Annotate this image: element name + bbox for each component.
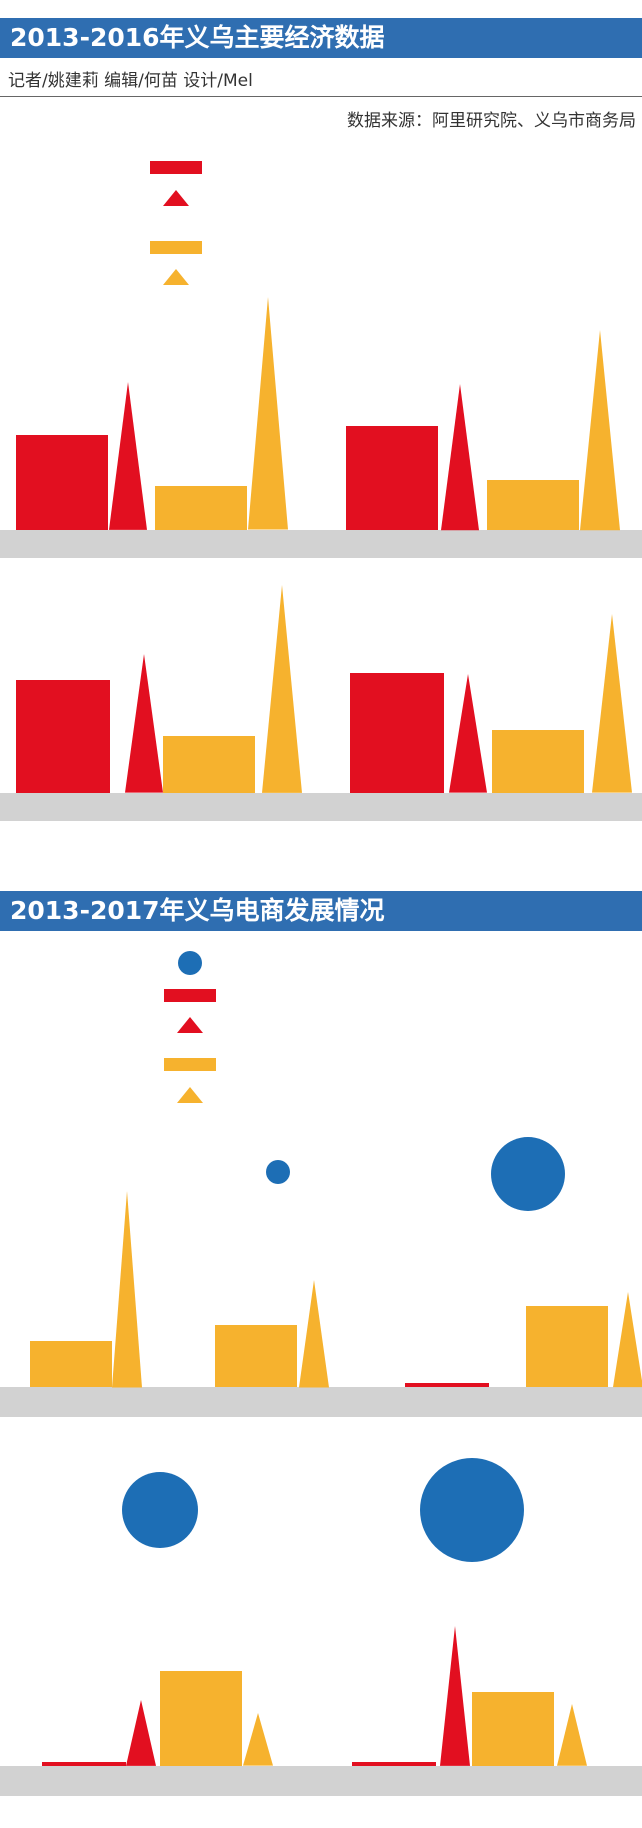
bubble-taobao-villages-2017	[420, 1458, 524, 1562]
triangle-double11-growth-2016	[126, 1700, 156, 1766]
bar-retail-2015	[163, 736, 255, 793]
bar-ecommerce-2014	[215, 1325, 297, 1387]
legend-rect-icon	[164, 989, 216, 1002]
legend-triangle-icon-shape	[163, 190, 189, 206]
axis-band	[0, 1766, 642, 1796]
triangle-ecommerce-growth-2013	[112, 1190, 142, 1387]
bar-ecommerce-2013	[30, 1341, 112, 1387]
triangle-ecommerce-growth-2016-shape	[243, 1713, 273, 1766]
bar-retail-2014	[487, 479, 579, 530]
bubble-taobao-villages-2016	[122, 1472, 198, 1548]
triangle-gdp-growth-2013-shape	[109, 382, 147, 530]
bar-ecommerce-2016	[160, 1671, 242, 1766]
bar-retail-2013	[155, 485, 247, 530]
triangle-retail-growth-2013	[248, 297, 288, 530]
triangle-gdp-growth-2014	[441, 383, 479, 530]
triangle-retail-growth-2013-shape	[248, 297, 288, 530]
legend-circle-icon	[178, 951, 202, 975]
bar-gdp-2013	[16, 434, 108, 530]
bar-retail-2016	[492, 729, 584, 793]
triangle-retail-growth-2015	[262, 585, 302, 793]
title-banner-ecommerce: 2013-2017年义乌电商发展情况	[0, 891, 642, 931]
bar-gdp-2016	[350, 672, 444, 793]
triangle-retail-growth-2015-shape	[262, 585, 302, 793]
triangle-ecommerce-growth-2017-shape	[557, 1704, 587, 1766]
bar-gdp-2014	[346, 425, 438, 530]
legend-triangle-icon-shape	[163, 269, 189, 285]
axis-band	[0, 530, 642, 558]
legend-triangle-icon	[177, 1017, 203, 1033]
triangle-double11-growth-2017	[440, 1626, 470, 1766]
title-banner-economy: 2013-2016年义乌主要经济数据	[0, 18, 642, 58]
bar-gdp-2015	[16, 680, 110, 793]
triangle-ecommerce-growth-2014-shape	[299, 1279, 329, 1387]
triangle-retail-growth-2016	[592, 614, 632, 793]
legend-rect-icon	[150, 161, 202, 174]
triangle-ecommerce-growth-2015	[613, 1291, 642, 1387]
triangle-retail-growth-2014-shape	[580, 329, 620, 530]
triangle-ecommerce-growth-2014	[299, 1279, 329, 1387]
bar-double11-2017	[352, 1762, 436, 1766]
legend-rect-icon	[164, 1058, 216, 1071]
legend-triangle-icon	[163, 190, 189, 206]
triangle-double11-growth-2016-shape	[126, 1700, 156, 1766]
triangle-gdp-growth-2013	[109, 382, 147, 530]
data-source: 数据来源：阿里研究院、义乌市商务局	[347, 111, 636, 131]
bubble-taobao-villages-2014	[266, 1160, 290, 1184]
triangle-ecommerce-growth-2013-shape	[112, 1190, 142, 1387]
triangle-retail-growth-2016-shape	[592, 614, 632, 793]
legend-triangle-icon	[163, 269, 189, 285]
legend-triangle-icon-shape	[177, 1087, 203, 1103]
legend-triangle-icon-shape	[177, 1017, 203, 1033]
triangle-gdp-growth-2016-shape	[449, 674, 487, 793]
triangle-ecommerce-growth-2016	[243, 1713, 273, 1766]
credits: 记者/姚建莉 编辑/何苗 设计/Mel	[8, 71, 253, 91]
triangle-ecommerce-growth-2017	[557, 1704, 587, 1766]
legend-triangle-icon	[177, 1087, 203, 1103]
bar-double11-2016	[42, 1762, 126, 1766]
axis-band	[0, 1387, 642, 1417]
triangle-gdp-growth-2016	[449, 674, 487, 793]
bar-ecommerce-2015	[526, 1306, 608, 1387]
triangle-gdp-growth-2015	[125, 654, 163, 793]
bar-double11-2015	[405, 1383, 489, 1387]
triangle-retail-growth-2014	[580, 329, 620, 530]
bubble-taobao-villages-2015	[491, 1137, 565, 1211]
bar-ecommerce-2017	[472, 1692, 554, 1766]
axis-band	[0, 793, 642, 821]
triangle-ecommerce-growth-2015-shape	[613, 1291, 642, 1387]
legend-rect-icon	[150, 241, 202, 254]
triangle-gdp-growth-2015-shape	[125, 654, 163, 793]
divider	[0, 96, 642, 97]
triangle-gdp-growth-2014-shape	[441, 383, 479, 530]
triangle-double11-growth-2017-shape	[440, 1626, 470, 1766]
